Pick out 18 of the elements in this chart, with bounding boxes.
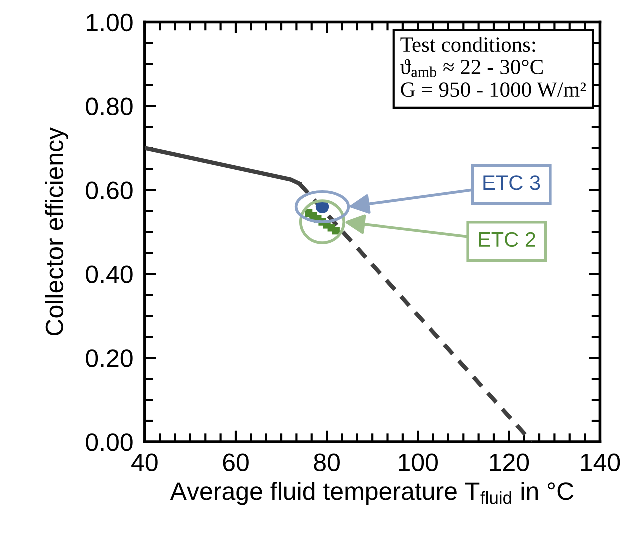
x-tick-label: 100 (399, 454, 438, 472)
annotation: Test conditions: ϑ$_{amb}$ ≈ 22 - 30°C G = 950 - 1000 W/m² (400, 36, 586, 98)
x-tick-label: 60 (223, 454, 249, 472)
y-axis-title: Collector efficiency (45, 127, 68, 336)
y-tick-label: 0.20 (86, 350, 133, 368)
point (332, 227, 340, 235)
x-tick-label: 140 (581, 454, 620, 472)
y-tick-label: 1.00 (87, 14, 133, 32)
y-tick-label: 0.60 (86, 182, 133, 200)
x-tick-label: 80 (314, 454, 340, 472)
y-tick-label: 0.40 (86, 266, 133, 284)
y-tick-label: 0.00 (86, 434, 133, 452)
y-tick-label: 0.80 (86, 98, 133, 116)
x-tick-label: 40 (132, 454, 158, 472)
x-axis-title: Average fluid temperature T$_{fluid}$ in °C (170, 482, 574, 506)
x-tick-label: 120 (490, 454, 530, 472)
text: ETC 3 (484, 176, 540, 190)
text: ETC 2 (479, 232, 536, 248)
